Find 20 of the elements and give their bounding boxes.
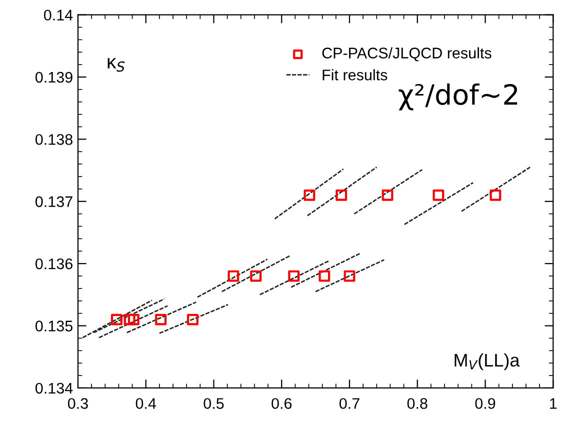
legend-label: CP-PACS/JLQCD results	[322, 47, 492, 62]
x-tick-label: 0.8	[407, 398, 428, 409]
y-tick-label: 0.137	[35, 196, 72, 208]
x-tick-label: 0.5	[204, 398, 224, 409]
x-tick-label: 0.9	[475, 398, 496, 409]
legend-label: Fit results	[322, 69, 388, 80]
y-tick-label: 0.14	[44, 10, 73, 21]
x-tick-label: 0.4	[136, 398, 156, 409]
y-tick-label: 0.136	[35, 258, 72, 270]
y-tick-label: 0.134	[35, 382, 73, 394]
y-axis-title: κ$_{S}$	[108, 58, 125, 72]
y-tick-label: 0.139	[35, 72, 72, 83]
x-axis-title: M$_{V}$(LL)a	[454, 353, 520, 370]
x-tick-label: 1	[550, 398, 557, 409]
x-tick-label: 0.7	[339, 398, 360, 409]
y-tick-label: 0.135	[35, 320, 72, 332]
annotation: χ²/dof~2	[398, 83, 518, 110]
x-tick-label: 0.3	[68, 398, 88, 409]
y-tick-label: 0.138	[35, 134, 72, 145]
x-tick-label: 0.6	[272, 398, 292, 409]
